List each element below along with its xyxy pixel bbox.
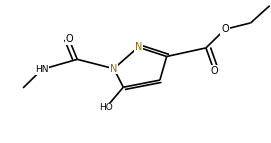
Text: HN: HN bbox=[35, 65, 49, 74]
Text: O: O bbox=[65, 34, 73, 44]
Text: HO: HO bbox=[99, 104, 112, 112]
Text: O: O bbox=[221, 24, 229, 34]
Text: N: N bbox=[110, 64, 118, 74]
Text: O: O bbox=[210, 66, 218, 76]
Text: N: N bbox=[134, 42, 142, 52]
